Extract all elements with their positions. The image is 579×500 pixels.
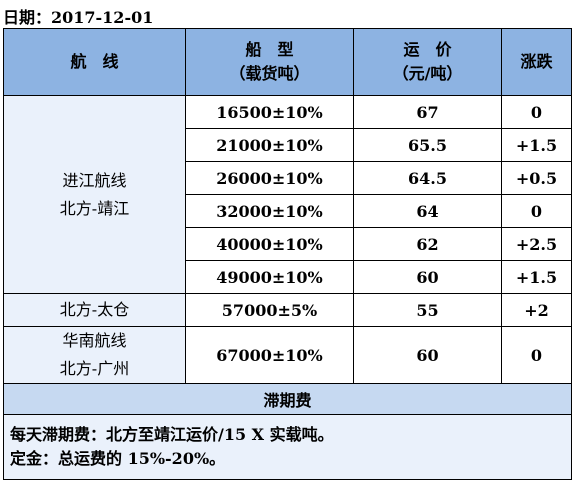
freight-cell: 65.5 (353, 128, 502, 162)
change-cell: 0 (501, 194, 572, 228)
header-ship-type-line1: 船 型 (245, 40, 294, 59)
date-label: 日期：2017-12-01 (3, 8, 154, 27)
freight-cell: 60 (353, 260, 502, 294)
demurrage-title: 滞期费 (3, 383, 572, 415)
freight-rate-table: 航 线 船 型 （载货吨） 运 价 （元/吨） 涨跌 进江航线 北方-靖江 16… (3, 28, 572, 480)
demurrage-note-fee: 每天滞期费：北方至靖江运价/15 X 实载吨。 (10, 425, 334, 444)
table-row: 华南航线 北方-广州 67000±10% 60 0 (3, 326, 572, 384)
table-row: 进江航线 北方-靖江 16500±10% 67 0 (3, 95, 572, 294)
ship-type-cell: 26000±10% (185, 161, 354, 195)
ship-type-cell: 49000±10% (185, 260, 354, 294)
change-cell: +2.5 (501, 227, 572, 261)
freight-cell: 60 (353, 326, 502, 384)
route-cell-guangzhou: 华南航线 北方-广州 (3, 326, 186, 384)
ship-type-cell: 21000±10% (185, 128, 354, 162)
change-cell: +2 (501, 293, 572, 327)
header-freight-line2: （元/吨） (392, 64, 463, 83)
route-cell-taicang: 北方-太仓 (3, 293, 186, 327)
ship-type-cell: 16500±10% (185, 95, 354, 129)
freight-cell: 64 (353, 194, 502, 228)
header-ship-type-line2: （载货吨） (229, 64, 310, 83)
freight-cell: 67 (353, 95, 502, 129)
header-ship-type: 船 型 （载货吨） (185, 28, 354, 96)
header-route: 航 线 (3, 28, 186, 96)
table-row: 40000±10% 62 +2.5 (4, 227, 572, 261)
ship-type-cell: 57000±5% (185, 293, 354, 327)
change-cell: 0 (501, 326, 572, 384)
header-freight-line1: 运 价 (403, 40, 452, 59)
freight-cell: 62 (353, 227, 502, 261)
demurrage-notes-row: 每天滞期费：北方至靖江运价/15 X 实载吨。 定金：总运费的 15%-20%。 (3, 414, 572, 480)
table-row: 26000±10% 64.5 +0.5 (4, 161, 572, 195)
demurrage-title-row: 滞期费 (3, 383, 572, 415)
demurrage-notes: 每天滞期费：北方至靖江运价/15 X 实载吨。 定金：总运费的 15%-20%。 (3, 414, 572, 480)
change-cell: +0.5 (501, 161, 572, 195)
freight-cell: 55 (353, 293, 502, 327)
freight-cell: 64.5 (353, 161, 502, 195)
table-row: 北方-太仓 57000±5% 55 +2 (3, 293, 572, 327)
change-cell: 0 (501, 95, 572, 129)
table-header-row: 航 线 船 型 （载货吨） 运 价 （元/吨） 涨跌 (3, 28, 572, 96)
ship-type-cell: 40000±10% (185, 227, 354, 261)
header-change: 涨跌 (501, 28, 572, 96)
route-cell-jingjiang: 进江航线 北方-靖江 (3, 95, 186, 294)
change-cell: +1.5 (501, 128, 572, 162)
demurrage-note-deposit: 定金：总运费的 15%-20%。 (10, 449, 226, 468)
ship-type-cell: 67000±10% (185, 326, 354, 384)
header-freight: 运 价 （元/吨） (353, 28, 502, 96)
table-row: 21000±10% 65.5 +1.5 (4, 128, 572, 162)
table-row: 32000±10% 64 0 (4, 194, 572, 228)
change-cell: +1.5 (501, 260, 572, 294)
ship-type-cell: 32000±10% (185, 194, 354, 228)
